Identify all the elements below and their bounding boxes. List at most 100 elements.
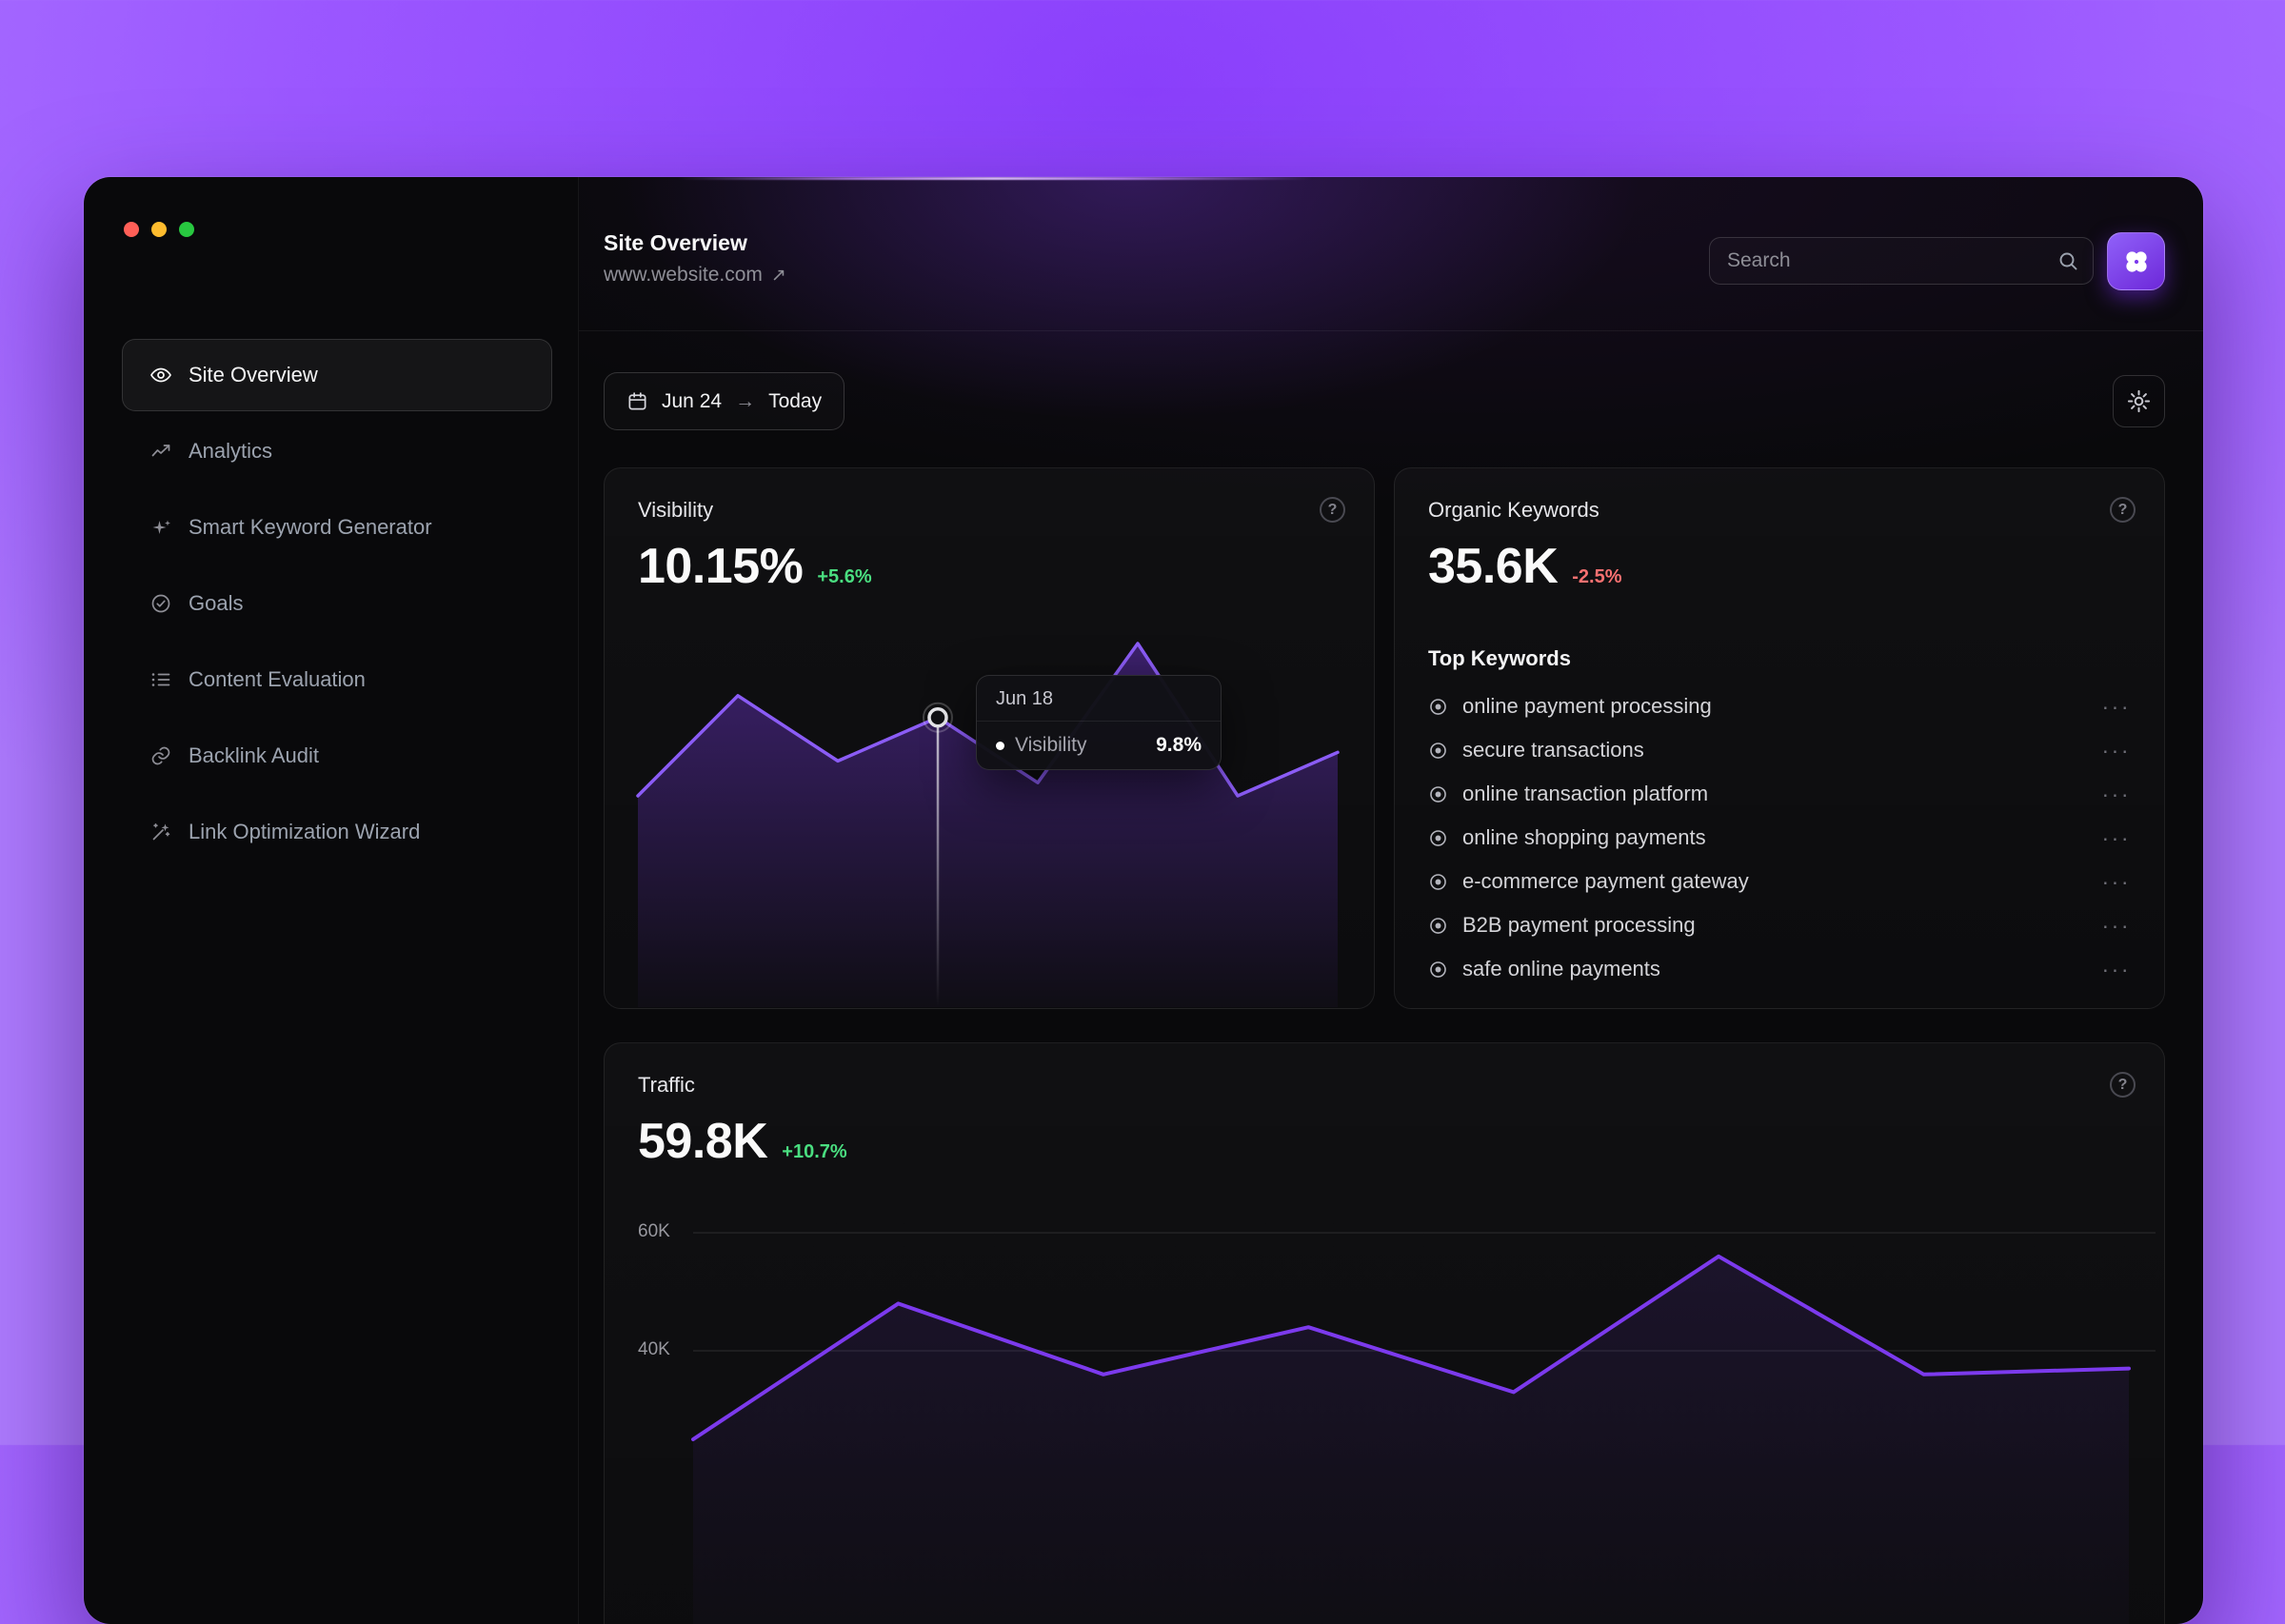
traffic-card: Traffic 59.8K +10.7% [604, 1042, 2165, 1624]
keyword-label: online shopping payments [1462, 825, 1706, 849]
keyword-menu-button[interactable] [2102, 869, 2131, 895]
sparkles-icon [149, 516, 172, 539]
keyword-target-icon [1428, 697, 1448, 717]
settings-button[interactable] [2113, 375, 2165, 427]
cards-row: Visibility 10.15% +5.6% [604, 467, 2165, 1009]
card-header: Traffic [605, 1043, 2164, 1098]
sidebar-item-label: Backlink Audit [189, 743, 319, 767]
keywords-delta: -2.5% [1572, 566, 1622, 587]
chart-tooltip: Jun 18 Visibility 9.8% [976, 675, 1222, 770]
gear-icon [2127, 389, 2151, 413]
site-url-text: www.website.com [604, 264, 763, 286]
card-title: Organic Keywords [1428, 497, 1600, 522]
y-axis-tick-60k: 60K [638, 1221, 670, 1241]
highlight-marker [927, 706, 948, 728]
date-range-picker[interactable]: Jun 24 → Today [604, 372, 845, 430]
visibility-value: 10.15% [638, 539, 804, 594]
highlight-marker-ring [923, 702, 953, 733]
keyword-label: online transaction platform [1462, 782, 1709, 805]
organic-keywords-card: Organic Keywords 35.6K -2.5% Top Keyword… [1394, 467, 2165, 1009]
window-controls [124, 222, 194, 237]
keyword-menu-button[interactable] [2102, 738, 2131, 763]
value-row: 35.6K -2.5% [1428, 538, 2164, 595]
search-box [1709, 237, 2094, 285]
sidebar-item-analytics[interactable]: Analytics [122, 415, 552, 487]
traffic-area-fill [693, 1256, 2129, 1624]
help-icon[interactable] [2110, 1072, 2136, 1098]
search-input[interactable] [1709, 237, 2094, 285]
sidebar-item-smart-keyword-generator[interactable]: Smart Keyword Generator [122, 491, 552, 564]
app-logo-button[interactable] [2107, 232, 2165, 290]
trend-chart-icon [149, 440, 172, 463]
sidebar-item-content-evaluation[interactable]: Content Evaluation [122, 644, 552, 716]
keyword-menu-button[interactable] [2102, 957, 2131, 982]
page-title: Site Overview [604, 230, 747, 255]
value-row: 59.8K +10.7% [638, 1113, 2164, 1170]
keyword-menu-button[interactable] [2102, 694, 2131, 720]
topbar: Site Overview www.website.com ↗ [579, 177, 2203, 331]
dashboard-content: Jun 24 → Today Visibility [579, 331, 2203, 1624]
tooltip-date: Jun 18 [977, 676, 1221, 722]
arrow-right-icon: → [735, 389, 756, 412]
keyword-label: safe online payments [1462, 957, 1660, 980]
date-start: Jun 24 [662, 389, 723, 412]
minimize-window-button[interactable] [151, 222, 167, 237]
keyword-target-icon [1428, 828, 1448, 848]
keyword-target-icon [1428, 916, 1448, 936]
keyword-row-online-shopping-payments: online shopping payments [1428, 816, 2131, 860]
link-icon [149, 744, 172, 767]
title-block: Site Overview www.website.com ↗ [604, 177, 786, 287]
zoom-window-button[interactable] [179, 222, 194, 237]
sidebar-item-backlink-audit[interactable]: Backlink Audit [122, 720, 552, 792]
keyword-row-e-commerce-payment-gateway: e-commerce payment gateway [1428, 860, 2131, 903]
keyword-menu-button[interactable] [2102, 913, 2131, 939]
keyword-label: e-commerce payment gateway [1462, 869, 1749, 893]
clover-logo-icon [2125, 250, 2147, 272]
sidebar-item-label: Analytics [189, 439, 273, 463]
keyword-target-icon [1428, 960, 1448, 980]
sidebar-item-label: Site Overview [189, 363, 318, 386]
value-row: 10.15% +5.6% [638, 538, 1374, 595]
series-dot-icon [996, 741, 1004, 750]
tooltip-row: Visibility 9.8% [977, 722, 1221, 769]
top-keywords-heading: Top Keywords [1428, 646, 1571, 670]
site-url-link[interactable]: www.website.com ↗ [604, 264, 786, 287]
external-link-icon: ↗ [770, 265, 786, 286]
keyword-label: online payment processing [1462, 694, 1712, 718]
keyword-menu-button[interactable] [2102, 782, 2131, 807]
goal-check-icon [149, 592, 172, 615]
keywords-list: online payment processing secure transac… [1428, 684, 2131, 991]
sidebar-nav: Site Overview Analytics Smart Keyword Ge… [122, 339, 552, 872]
visibility-card: Visibility 10.15% +5.6% [604, 467, 1375, 1009]
date-end: Today [768, 389, 823, 412]
checklist-icon [149, 668, 172, 691]
keyword-target-icon [1428, 741, 1448, 761]
close-window-button[interactable] [124, 222, 139, 237]
topbar-actions [1709, 232, 2165, 290]
sidebar: Site Overview Analytics Smart Keyword Ge… [84, 177, 579, 1624]
keyword-menu-button[interactable] [2102, 825, 2131, 851]
help-icon[interactable] [1320, 497, 1345, 523]
y-axis-tick-40k: 40K [638, 1339, 670, 1359]
search-icon [2059, 252, 2077, 270]
keyword-label: secure transactions [1462, 738, 1644, 762]
keyword-row-secure-transactions: secure transactions [1428, 728, 2131, 772]
card-title: Traffic [638, 1072, 695, 1097]
keywords-value: 35.6K [1428, 539, 1559, 594]
sidebar-item-label: Goals [189, 591, 244, 615]
sidebar-item-goals[interactable]: Goals [122, 567, 552, 640]
sidebar-item-site-overview[interactable]: Site Overview [122, 339, 552, 411]
keyword-target-icon [1428, 872, 1448, 892]
card-header: Organic Keywords [1395, 468, 2164, 523]
card-header: Visibility [605, 468, 1374, 523]
eye-icon [149, 364, 172, 386]
calendar-icon [628, 392, 646, 410]
sidebar-item-label: Content Evaluation [189, 667, 366, 691]
sidebar-item-link-optimization-wizard[interactable]: Link Optimization Wizard [122, 796, 552, 868]
keyword-row-b2b-payment-processing: B2B payment processing [1428, 903, 2131, 947]
traffic-line [691, 1254, 2131, 1441]
help-icon[interactable] [2110, 497, 2136, 523]
controls-row: Jun 24 → Today [604, 372, 2165, 430]
tooltip-series-label: Visibility [1015, 734, 1087, 756]
app-window: Site Overview Analytics Smart Keyword Ge… [84, 177, 2203, 1624]
